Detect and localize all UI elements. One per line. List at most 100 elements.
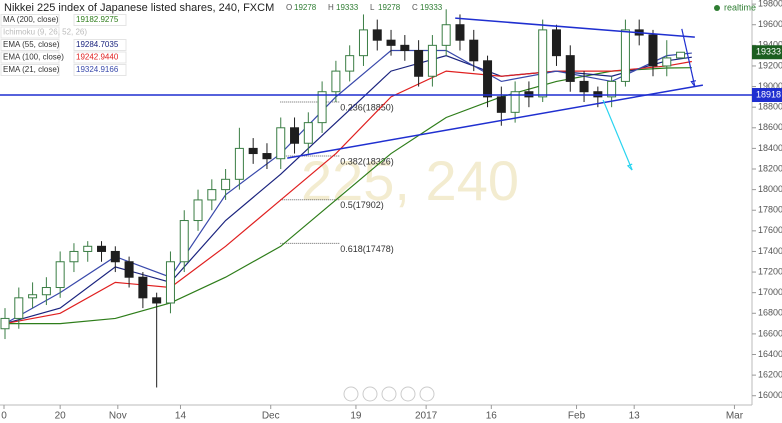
fib-label: 0.5(17902): [340, 200, 384, 210]
realtime-dot: [714, 5, 720, 11]
legend-value: 19284.7035: [76, 40, 119, 49]
x-tick-label: Mar: [726, 411, 744, 422]
candle-body: [110, 250, 120, 263]
candle-body: [510, 91, 520, 113]
arrow: [681, 28, 696, 87]
candle-body: [41, 287, 51, 296]
y-tick-label: 17000: [758, 287, 782, 297]
candle-body: [607, 80, 617, 98]
candle-body: [496, 96, 506, 113]
reset-button[interactable]: [381, 386, 397, 402]
legend-name: EMA (21, close): [3, 65, 60, 74]
zoom-in-button[interactable]: [400, 386, 416, 402]
candle-body: [83, 245, 93, 252]
indicator-line: [4, 55, 692, 325]
legend-name: EMA (100, close): [3, 53, 64, 62]
x-tick-label: Dec: [262, 411, 280, 422]
candle-body: [358, 29, 368, 57]
trendline: [455, 17, 695, 38]
candle-body: [469, 39, 479, 62]
legend-box: [0, 39, 60, 51]
y-tick-label: 18200: [758, 163, 782, 173]
ohlc-value: 19333: [420, 3, 443, 12]
candle-body: [400, 44, 410, 51]
y-tick-label: 16200: [758, 369, 782, 379]
legend-box: [0, 14, 60, 26]
y-tick-label: 17800: [758, 205, 782, 215]
candle-body: [124, 261, 134, 278]
candle-body: [483, 60, 493, 98]
zoom-out-button[interactable]: [362, 386, 378, 402]
scroll-left-button[interactable]: [343, 386, 359, 402]
candle-body: [565, 55, 575, 82]
candle-body: [0, 317, 10, 330]
legend-value-box: [73, 14, 127, 26]
ohlc-key: C: [412, 3, 418, 12]
y-tick-label: 17200: [758, 266, 782, 276]
zoom-controls[interactable]: [343, 386, 435, 402]
y-tick-label: 16800: [758, 308, 782, 318]
candle-body: [317, 91, 327, 124]
arrow-head: [626, 163, 633, 171]
candle-body: [234, 147, 244, 180]
indicator-line: [4, 49, 692, 325]
ohlc-key: L: [370, 3, 375, 12]
candle-body: [303, 122, 313, 144]
x-tick-label: Feb: [568, 411, 586, 422]
x-tick-label: 19: [350, 411, 362, 422]
chart-title: Nikkei 225 index of Japanese listed shar…: [4, 2, 274, 14]
ohlc-key: H: [328, 3, 334, 12]
candle-body: [14, 297, 24, 319]
candle-body: [165, 261, 175, 304]
candle-body: [441, 24, 451, 46]
candle-body: [386, 39, 396, 46]
candle-body: [276, 127, 286, 160]
candle-body: [193, 199, 203, 222]
ohlc-value: 19278: [294, 3, 317, 12]
legend-name: MA (200, close): [3, 15, 59, 24]
ohlc-value: 19278: [378, 3, 401, 12]
legend-name: EMA (55, close): [3, 40, 60, 49]
y-tick-label: 18600: [758, 122, 782, 132]
candle-body: [290, 127, 300, 144]
x-tick-label: 14: [175, 411, 187, 422]
arrow: [602, 99, 633, 171]
watermark: 225, 240: [301, 149, 519, 212]
candle-body: [138, 276, 148, 299]
candle-body: [262, 153, 272, 160]
legend-value: 19242.9440: [76, 53, 119, 62]
y-tick-label: 18000: [758, 184, 782, 194]
candle-body: [551, 29, 561, 57]
last-price-label: 19333: [756, 47, 781, 57]
legend-value: 19182.9275: [76, 15, 119, 24]
candle-body: [69, 250, 79, 263]
candle-body: [662, 57, 672, 67]
candle-body: [538, 29, 548, 98]
x-tick-label: 16: [486, 411, 498, 422]
horizontal-line-label: 18918: [756, 89, 781, 99]
candle-body: [28, 294, 38, 299]
indicator-line: [5, 67, 692, 325]
realtime-label: realtime: [724, 2, 756, 12]
fib-label: 0.618(17478): [340, 244, 394, 254]
candle-body: [620, 29, 630, 82]
y-tick-label: 16600: [758, 328, 782, 338]
candle-body: [579, 80, 589, 93]
candle-body: [55, 261, 65, 289]
x-tick-label: Nov: [109, 411, 127, 422]
scroll-right-button[interactable]: [419, 386, 435, 402]
overlay: realtime Nikkei 225 index of Japanese li…: [0, 2, 756, 402]
ohlc-value: 19333: [336, 3, 359, 12]
candle-body: [97, 245, 107, 252]
candle-body: [152, 297, 162, 304]
ohlc-key: O: [286, 3, 292, 12]
candle-body: [331, 70, 341, 93]
y-tick-label: 19000: [758, 81, 782, 91]
fib-label: 0.236(18850): [340, 102, 394, 112]
y-tick-label: 19800: [758, 0, 782, 8]
candle-body: [414, 49, 424, 77]
x-tick-label: 13: [629, 411, 641, 422]
arrow-head: [690, 80, 697, 87]
candle-body: [427, 44, 437, 77]
